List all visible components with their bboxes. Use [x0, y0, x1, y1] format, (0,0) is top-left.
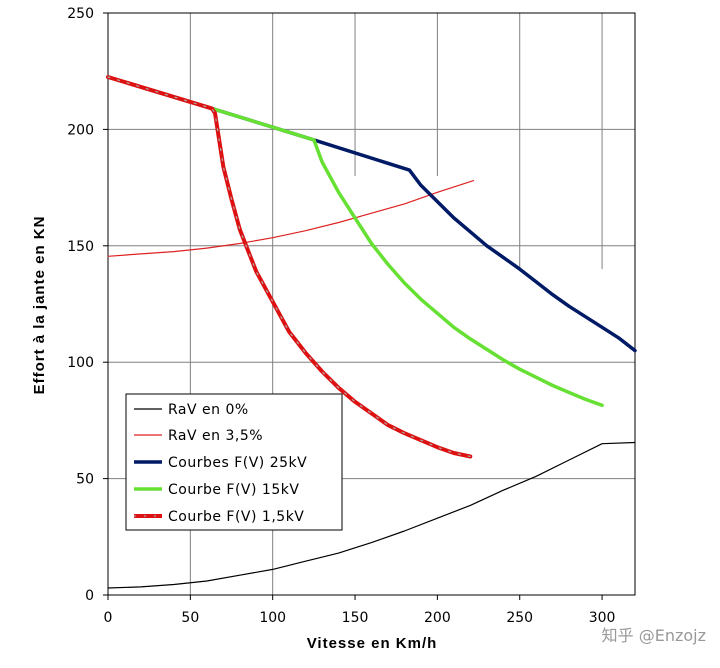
x-tick-label: 150 — [342, 610, 369, 626]
series-layer — [106, 75, 637, 589]
x-tick-label: 0 — [104, 610, 113, 626]
series-line-2 — [106, 75, 637, 353]
legend-label-3: Courbe F(V) 15kV — [168, 482, 299, 498]
legend-label-4: Courbe F(V) 1,5kV — [168, 509, 304, 525]
axes — [107, 12, 636, 596]
y-tick-label: 0 — [85, 588, 94, 604]
x-tick-label: 50 — [181, 610, 199, 626]
y-tick-label: 100 — [67, 355, 94, 371]
watermark: 知乎 @Enzojz — [602, 626, 706, 645]
y-tick-label: 250 — [67, 6, 94, 22]
legend: RaV en 0% RaV en 3,5% Courbes F(V) 25kV … — [125, 393, 343, 531]
y-axis-title: Effort à la jante en KN — [31, 216, 48, 395]
legend-label-2: Courbes F(V) 25kV — [168, 455, 307, 471]
x-tick-label: 300 — [589, 610, 616, 626]
y-tick-label: 200 — [67, 122, 94, 138]
series-line-0 — [107, 441, 636, 589]
series-line-1 — [107, 180, 475, 257]
ticks: 0 50 100 150 200 250 300 0 50 100 150 200 250 — [67, 6, 615, 626]
legend-label-0: RaV en 0% — [168, 402, 249, 418]
legend-label-1: RaV en 3,5% — [168, 428, 263, 444]
plot-frame — [107, 12, 636, 596]
y-tick-label: 50 — [76, 472, 94, 488]
series-line-4-overlay — [107, 76, 471, 458]
x-tick-label: 250 — [506, 610, 533, 626]
x-tick-label: 100 — [259, 610, 286, 626]
x-tick-label: 200 — [424, 610, 451, 626]
y-tick-label: 150 — [67, 239, 94, 255]
x-axis-title: Vitesse en Km/h — [307, 635, 438, 652]
series-line-3 — [106, 75, 604, 408]
